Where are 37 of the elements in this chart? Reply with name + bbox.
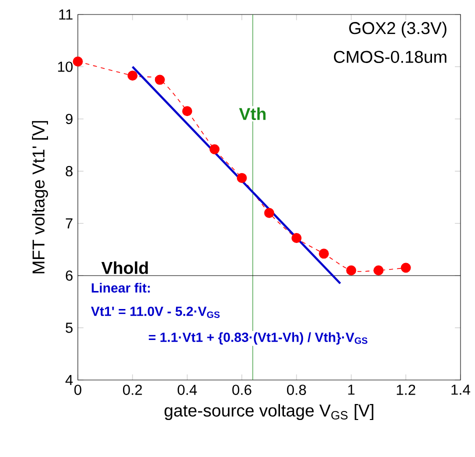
- x-tick-label: 1: [348, 384, 355, 395]
- ref-line-label: Vth: [239, 108, 266, 120]
- annotation: CMOS-0.18um: [334, 51, 446, 64]
- y-tick-label: 8: [66, 166, 73, 177]
- point: [346, 266, 356, 276]
- point: [400, 262, 411, 273]
- x-tick-label: 0.8: [286, 384, 306, 396]
- point: [128, 70, 138, 81]
- point: [154, 75, 165, 86]
- y-tick-label: 4: [65, 375, 73, 386]
- y-tick-label: 11: [59, 10, 72, 20]
- point: [264, 208, 274, 218]
- x-tick-label: 1.4: [452, 384, 470, 395]
- y-axis-title: MFT voltage Vt1' [V]: [32, 121, 48, 274]
- x-tick-label: 0.4: [178, 384, 197, 396]
- y-tick-label: 7: [66, 218, 72, 229]
- annotation: GOX2 (3.3V): [349, 22, 446, 38]
- annotation: Linear fit:: [92, 283, 150, 293]
- x-tick-label: 0: [74, 384, 82, 396]
- y-tick-label: 6: [66, 270, 73, 281]
- x-tick-label: 0.6: [232, 384, 252, 396]
- x-tick-label: 1.2: [396, 384, 416, 396]
- x-axis-title: gate-source voltage V$_{GS}$ [V]: [164, 404, 374, 420]
- point: [292, 233, 302, 244]
- point: [318, 248, 329, 259]
- y-tick-label: 5: [66, 322, 73, 334]
- ref-line-label: Vhold: [101, 262, 148, 274]
- y-tick-label: 9: [66, 114, 73, 124]
- point: [182, 106, 192, 116]
- x-tick-label: 0.2: [122, 384, 142, 396]
- point: [236, 173, 247, 184]
- point: [210, 144, 220, 154]
- point: [72, 56, 83, 67]
- point: [374, 266, 384, 276]
- annotation: = 1.1·Vt1 + {0.83·(Vt1-Vh) / Vth}·V$_{GS}$: [148, 332, 368, 345]
- annotation: Vt1' = 11.0V - 5.2·V$_{GS}$: [91, 306, 220, 318]
- y-tick-label: 10: [58, 62, 73, 72]
